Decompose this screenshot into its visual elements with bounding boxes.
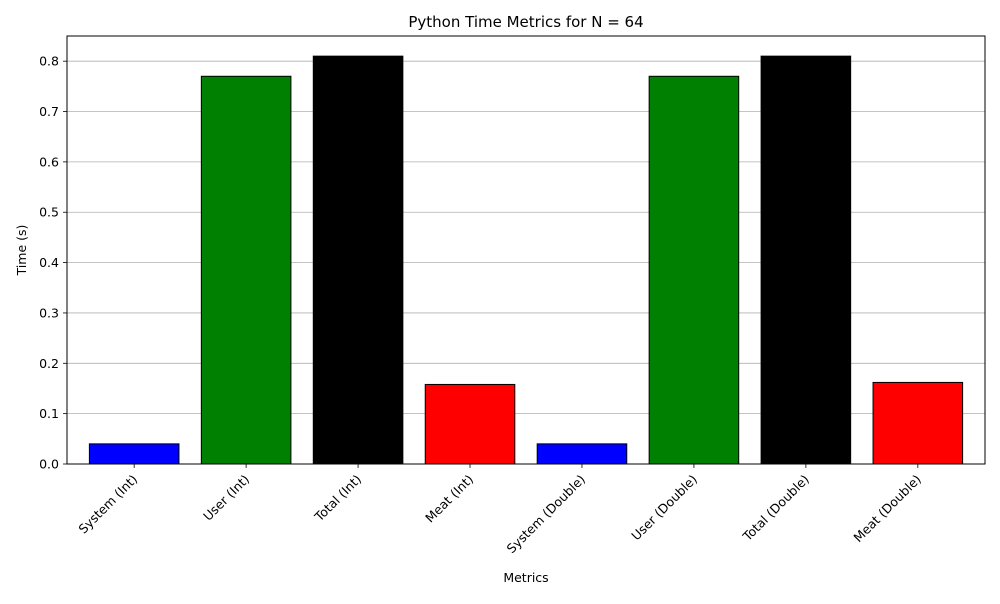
y-tick-label: 0.0 <box>39 457 59 472</box>
bar-total-double <box>760 55 852 465</box>
y-tick-label: 0.6 <box>39 154 59 169</box>
bar-system-double <box>536 443 628 465</box>
bar-meat-double <box>872 381 964 465</box>
y-tick-label: 0.2 <box>39 356 59 371</box>
bar-user-int <box>200 75 292 465</box>
y-tick-label: 0.8 <box>39 54 59 69</box>
bar-user-double <box>648 75 740 465</box>
y-tick-label: 0.4 <box>39 255 59 270</box>
y-tick-label: 0.3 <box>39 305 59 320</box>
plot-frame <box>66 35 986 465</box>
y-axis-ticks: 0.0 0.1 0.2 0.3 0.4 0.5 0.6 0.7 0.8 <box>39 54 67 472</box>
y-tick-label: 0.7 <box>39 104 59 119</box>
bar-system-int <box>88 443 180 465</box>
bar-meat-int <box>424 383 516 465</box>
y-axis-label: Time (s) <box>14 225 29 277</box>
x-axis-label: Metrics <box>503 570 548 585</box>
bar-total-int <box>312 55 404 465</box>
bars <box>88 55 964 465</box>
y-tick-label: 0.5 <box>39 205 59 220</box>
y-tick-label: 0.1 <box>39 406 59 421</box>
chart-title: Python Time Metrics for N = 64 <box>408 13 643 31</box>
